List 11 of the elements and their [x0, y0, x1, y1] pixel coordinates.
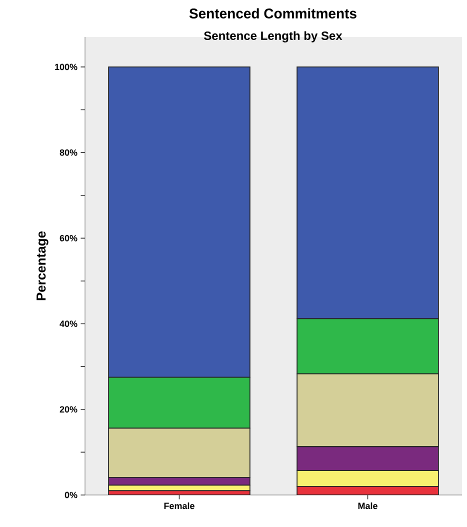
y-tick-label: 40% [60, 320, 78, 327]
y-tick-label: 60% [60, 234, 78, 242]
x-tick-label: Female [164, 502, 194, 510]
y-tick-label: 20% [60, 406, 78, 413]
y-tick-label: 80% [60, 149, 78, 156]
y-axis-title: Percentage [36, 231, 48, 300]
chart-subtitle: Sentence Length by Sex [204, 31, 342, 42]
y-tick-label: 0% [64, 492, 78, 498]
y-tick-label: 100% [55, 64, 78, 70]
chart-title: Sentenced Commitments [189, 8, 356, 18]
x-tick-label: Male [358, 502, 378, 510]
